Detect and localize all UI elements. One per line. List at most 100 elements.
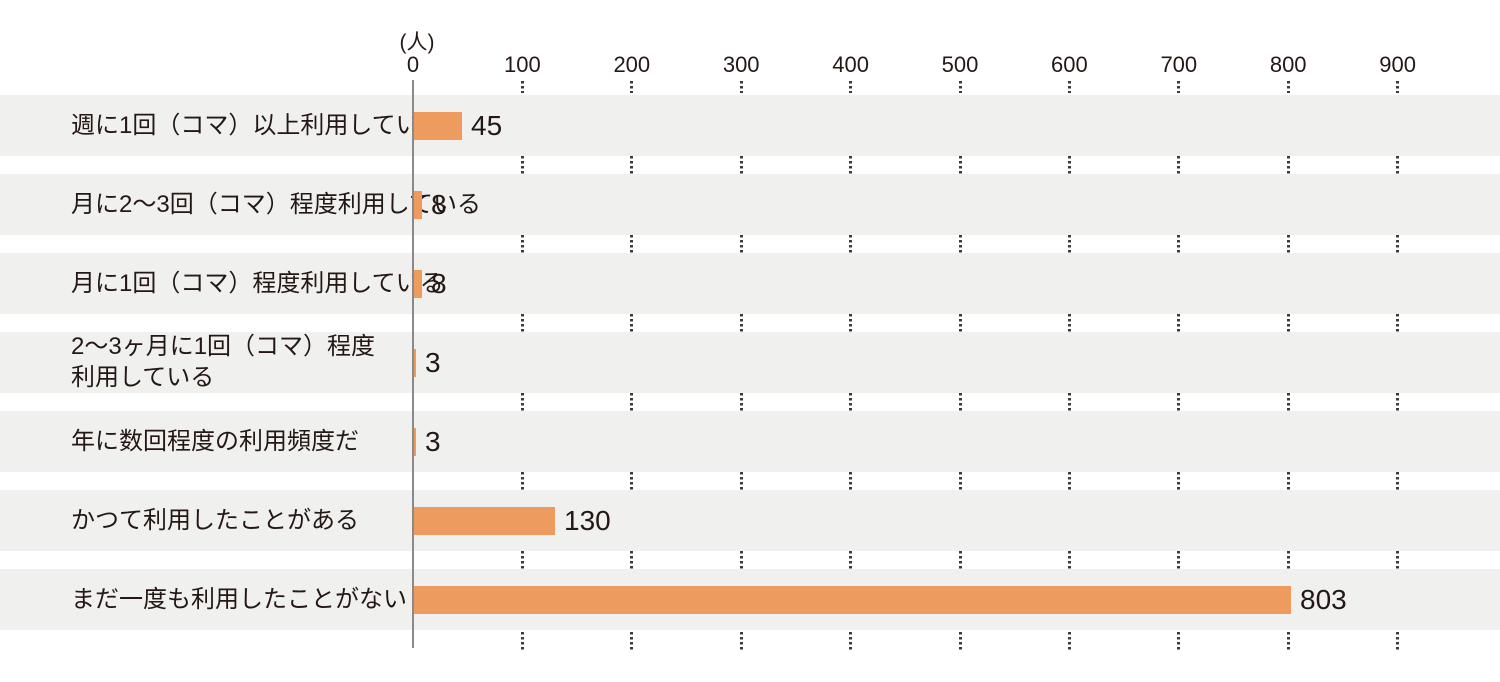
category-label: 週に1回（コマ）以上利用している xyxy=(71,111,444,139)
gridline-dots xyxy=(849,632,853,650)
gridline-dots xyxy=(958,632,962,650)
x-axis-tick: 800 xyxy=(1269,52,1307,77)
bar-value: 803 xyxy=(1300,583,1347,615)
gridline-dots xyxy=(1396,551,1400,569)
gridline-dots xyxy=(1396,472,1400,490)
gridline-dots xyxy=(1396,81,1400,93)
x-axis-tick: 600 xyxy=(1051,52,1088,77)
bar xyxy=(413,506,555,535)
gridline-dots xyxy=(849,314,853,332)
gridline-dots xyxy=(630,314,634,332)
gridline-dots xyxy=(630,472,634,490)
axis-unit-label: (人) xyxy=(399,31,435,54)
gridline-dots xyxy=(739,156,743,174)
x-axis-tick: 300 xyxy=(722,52,760,77)
bar-value: 3 xyxy=(425,425,441,457)
gridline-dots xyxy=(1067,393,1071,411)
x-axis-tick: 900 xyxy=(1379,52,1416,77)
chart-row: 月に1回（コマ）程度利用している 8 xyxy=(0,253,1500,314)
bar-value: 8 xyxy=(431,267,447,299)
bar xyxy=(413,585,1291,614)
chart-row: まだ一度も利用したことがない 803 xyxy=(0,569,1500,630)
gridline-dots xyxy=(739,393,743,411)
bar xyxy=(413,427,416,456)
chart-row: かつて利用したことがある 130 xyxy=(0,490,1500,551)
gridline-dots xyxy=(1286,632,1290,650)
gridline-dots xyxy=(520,156,524,174)
gridline-dots xyxy=(1067,632,1071,650)
gridline-dots xyxy=(849,393,853,411)
gridline-dots xyxy=(1177,314,1181,332)
y-axis-line xyxy=(412,80,414,648)
category-label: かつて利用したことがある xyxy=(71,506,359,534)
gridline-dots xyxy=(739,314,743,332)
gridline-dots xyxy=(1177,632,1181,650)
bar-value: 45 xyxy=(471,109,503,141)
gridline-dots xyxy=(1286,472,1290,490)
x-axis-tick: 0 xyxy=(406,52,420,77)
chart-row: 年に数回程度の利用頻度だ 3 xyxy=(0,411,1500,472)
bar xyxy=(413,111,462,140)
gridline-dots xyxy=(630,393,634,411)
gridline-dots xyxy=(1067,314,1071,332)
gridline-dots xyxy=(1177,393,1181,411)
bar xyxy=(413,269,422,298)
gridline-dots xyxy=(739,632,743,650)
gridline-dots xyxy=(520,632,524,650)
category-label: 年に数回程度の利用頻度だ xyxy=(71,427,359,455)
gridline-dots xyxy=(1177,235,1181,253)
x-axis-tick: 200 xyxy=(613,52,651,77)
gridline-dots xyxy=(1286,235,1290,253)
gridline-dots xyxy=(849,235,853,253)
gridline-dots xyxy=(1396,235,1400,253)
gridline-dots xyxy=(1177,156,1181,174)
gridline-dots xyxy=(520,81,524,93)
gridline-dots xyxy=(1067,156,1071,174)
gridline-dots xyxy=(958,393,962,411)
gridline-dots xyxy=(1067,551,1071,569)
gridline-dots xyxy=(1396,156,1400,174)
gridline-dots xyxy=(520,472,524,490)
gridline-dots xyxy=(739,235,743,253)
x-axis-tick: 700 xyxy=(1160,52,1198,77)
gridline-dots xyxy=(520,393,524,411)
category-label: まだ一度も利用したことがない xyxy=(71,585,407,613)
gridline-dots xyxy=(520,551,524,569)
gridline-dots xyxy=(1067,235,1071,253)
gridline-dots xyxy=(739,472,743,490)
gridline-dots xyxy=(630,551,634,569)
gridline-dots xyxy=(1067,81,1071,93)
chart-row: 週に1回（コマ）以上利用している 45 xyxy=(0,95,1500,156)
gridline-dots xyxy=(1396,393,1400,411)
gridline-dots xyxy=(1067,472,1071,490)
gridline-dots xyxy=(1396,314,1400,332)
gridline-dots xyxy=(630,632,634,650)
bar-value: 130 xyxy=(564,504,611,536)
category-label: 2〜3ヶ月に1回（コマ）程度 利用している xyxy=(71,332,376,392)
bar xyxy=(413,190,422,219)
gridline-dots xyxy=(958,81,962,93)
gridline-dots xyxy=(1177,551,1181,569)
gridline-dots xyxy=(630,156,634,174)
bar xyxy=(413,348,416,377)
gridline-dots xyxy=(520,314,524,332)
gridline-dots xyxy=(1286,81,1290,93)
gridline-dots xyxy=(849,551,853,569)
gridline-dots xyxy=(958,156,962,174)
gridline-dots xyxy=(739,551,743,569)
gridline-dots xyxy=(739,81,743,93)
x-axis-tick: 500 xyxy=(941,52,979,77)
bar-value: 8 xyxy=(431,188,447,220)
x-axis-tick: 400 xyxy=(832,52,869,77)
gridline-dots xyxy=(1286,393,1290,411)
gridline-dots xyxy=(958,551,962,569)
gridline-dots xyxy=(849,156,853,174)
gridline-dots xyxy=(1286,551,1290,569)
gridline-dots xyxy=(958,235,962,253)
gridline-dots xyxy=(520,235,524,253)
bar-value: 3 xyxy=(425,346,441,378)
gridline-dots xyxy=(1286,314,1290,332)
gridline-dots xyxy=(630,81,634,93)
gridline-dots xyxy=(849,472,853,490)
